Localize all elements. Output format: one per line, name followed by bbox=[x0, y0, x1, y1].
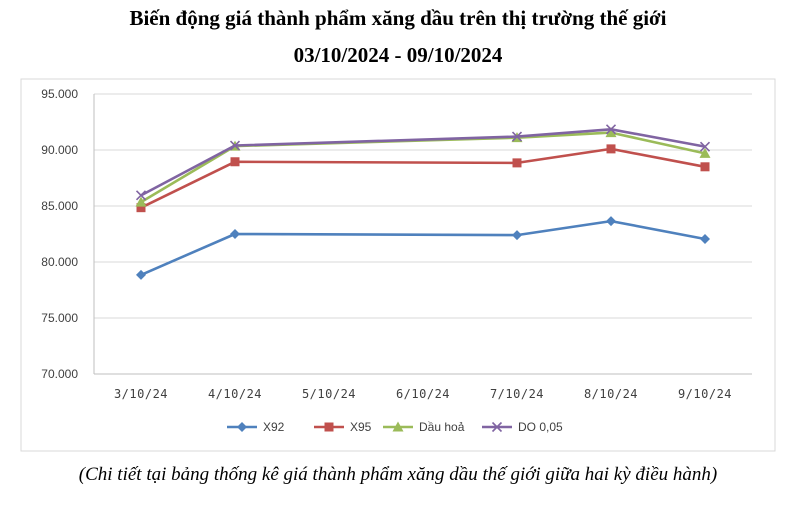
x-tick-label: 9/10/24 bbox=[678, 387, 732, 401]
data-point bbox=[605, 124, 617, 135]
legend-marker bbox=[324, 422, 334, 432]
data-point bbox=[699, 147, 711, 158]
x-tick-label: 3/10/24 bbox=[114, 387, 168, 401]
legend-marker bbox=[392, 421, 404, 432]
series-4 bbox=[135, 124, 711, 201]
data-point bbox=[699, 141, 711, 152]
series-2 bbox=[136, 144, 710, 213]
legend-marker bbox=[237, 422, 247, 432]
data-point bbox=[512, 230, 522, 241]
data-point bbox=[512, 158, 522, 168]
legend: X92 X95 Dầu hoả DO 0,05 bbox=[227, 420, 563, 434]
series-group bbox=[135, 124, 711, 280]
y-tick-label: 70.000 bbox=[41, 367, 78, 381]
y-tick-label: 95.000 bbox=[41, 87, 78, 101]
data-point bbox=[135, 196, 147, 207]
data-point bbox=[136, 269, 146, 280]
line-chart: 70.000 75.000 80.000 85.000 90.000 95.000 3/1… bbox=[20, 78, 776, 452]
data-point bbox=[700, 162, 710, 172]
legend-label: X95 bbox=[350, 420, 372, 434]
y-tick-label: 90.000 bbox=[41, 143, 78, 157]
y-tick-label: 85.000 bbox=[41, 199, 78, 213]
data-point bbox=[135, 190, 147, 201]
data-point bbox=[230, 229, 240, 239]
x-tick-label: 8/10/24 bbox=[584, 387, 638, 401]
data-point bbox=[700, 234, 710, 245]
chart-title: Biến động giá thành phẩm xăng dầu trên t… bbox=[129, 6, 667, 30]
series-1 bbox=[136, 216, 710, 280]
data-point bbox=[511, 131, 523, 142]
y-tick-label: 80.000 bbox=[41, 255, 78, 269]
legend-item: X95 bbox=[314, 420, 372, 434]
legend-label: X92 bbox=[263, 420, 285, 434]
data-point bbox=[136, 203, 146, 213]
data-point bbox=[230, 157, 240, 167]
legend-label: DO 0,05 bbox=[518, 420, 563, 434]
y-tick-label: 75.000 bbox=[41, 311, 78, 325]
legend-item: X92 bbox=[227, 420, 285, 434]
legend-label: Dầu hoả bbox=[419, 420, 465, 434]
x-tick-label: 5/10/24 bbox=[302, 387, 356, 401]
x-axis: 3/10/24 4/10/24 5/10/24 6/10/24 7/10/24 8/10/… bbox=[94, 373, 752, 401]
chart-date-range: 03/10/2024 - 09/10/2024 bbox=[293, 43, 503, 67]
chart-caption: (Chi tiết tại bảng thống kê giá thành ph… bbox=[78, 464, 718, 485]
data-point bbox=[606, 144, 616, 154]
data-point bbox=[605, 127, 617, 138]
legend-item: Dầu hoả bbox=[383, 420, 465, 434]
gridlines bbox=[94, 93, 752, 319]
legend-marker bbox=[491, 421, 503, 433]
data-point bbox=[606, 216, 616, 227]
x-tick-label: 6/10/24 bbox=[396, 387, 450, 401]
x-tick-label: 7/10/24 bbox=[490, 387, 544, 401]
legend-item: DO 0,05 bbox=[482, 420, 563, 434]
y-axis: 70.000 75.000 80.000 85.000 90.000 95.000 bbox=[41, 87, 95, 381]
data-point bbox=[229, 140, 241, 151]
x-tick-label: 4/10/24 bbox=[208, 387, 262, 401]
